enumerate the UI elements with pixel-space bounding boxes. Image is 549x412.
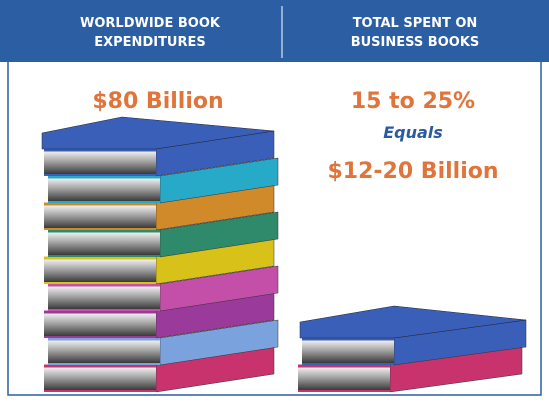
infographic: WORLDWIDE BOOK EXPENDITURES TOTAL SPENT …	[0, 0, 549, 412]
left-heading: EXPENDITURES	[94, 35, 206, 50]
right-heading: TOTAL SPENT ON	[353, 16, 478, 31]
right-share: 15 to 25%	[351, 89, 475, 114]
book-stack	[298, 306, 526, 392]
book-stack	[42, 117, 278, 392]
right-heading: BUSINESS BOOKS	[351, 35, 480, 50]
right-connector: Equals	[383, 123, 443, 142]
left-amount: $80 Billion	[92, 89, 223, 114]
right-amount: $12-20 Billion	[327, 159, 498, 184]
left-heading: WORLDWIDE BOOK	[80, 16, 221, 31]
header-bar	[0, 0, 549, 62]
